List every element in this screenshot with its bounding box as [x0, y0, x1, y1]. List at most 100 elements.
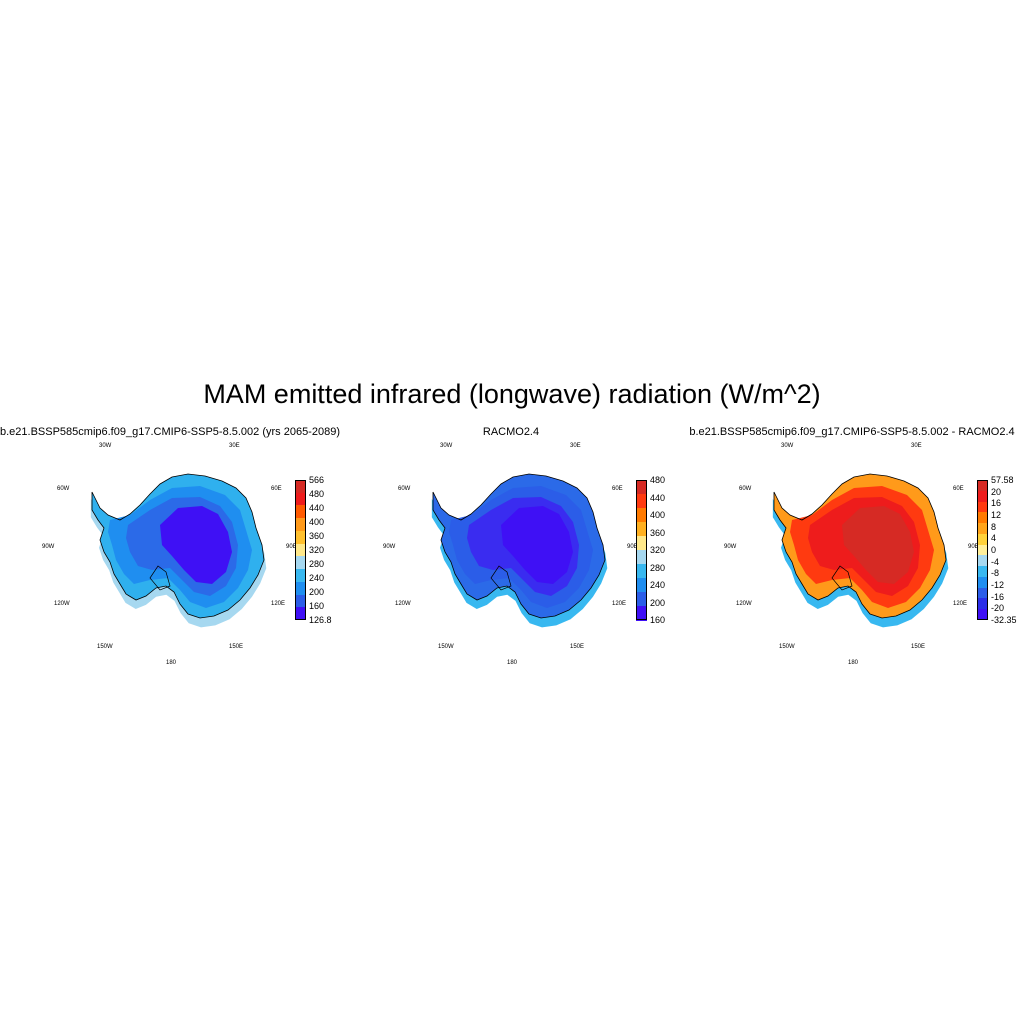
panel-title: b.e21.BSSP585cmip6.f09_g17.CMIP6-SSP5-8.… — [0, 426, 340, 438]
core-zone — [160, 506, 232, 584]
ice-shelf-outline — [490, 565, 512, 591]
colorbar-label: 12 — [991, 510, 1002, 520]
colorbar-swatch — [977, 609, 988, 621]
colorbar-label: -20 — [991, 603, 1005, 614]
colorbar-label: 280 — [309, 559, 325, 569]
colorbar-label: 360 — [309, 531, 325, 541]
colorbar-swatch — [977, 544, 988, 556]
colorbar-label: 440 — [650, 492, 666, 503]
map-panel-model: b.e21.BSSP585cmip6.f09_g17.CMIP6-SSP5-8.… — [0, 420, 340, 680]
colorbar-label: 160 — [650, 615, 666, 625]
colorbar-swatch — [636, 606, 647, 621]
colorbar-swatch — [295, 569, 306, 583]
ice-shelf-outline — [149, 565, 171, 591]
lon-label-e120: 120E — [953, 601, 968, 607]
lon-label-e30: 30E — [229, 443, 240, 449]
colorbar-swatch — [636, 578, 647, 593]
colorbar-label: 400 — [650, 510, 666, 520]
colorbar-label: 240 — [650, 580, 666, 590]
lon-label-w60: 60W — [739, 486, 752, 492]
lon-label-w150: 150W — [779, 644, 795, 650]
colorbar-swatch — [977, 490, 988, 503]
colorbar-swatch — [977, 523, 988, 535]
colorbar-swatch — [636, 522, 647, 537]
panel-title: RACMO2.4 — [482, 426, 540, 438]
lon-label-e150: 150E — [229, 644, 244, 650]
colorbar-swatch — [636, 536, 647, 551]
lon-label-e120: 120E — [271, 601, 286, 607]
figure-title: MAM emitted infrared (longwave) radiatio… — [203, 379, 821, 409]
colorbar-label: 200 — [309, 587, 325, 597]
lon-label-e60: 60E — [271, 486, 282, 492]
colorbar-swatch — [636, 494, 647, 509]
lon-label-w30: 30W — [781, 443, 794, 449]
colorbar-swatch — [977, 501, 988, 513]
colorbar-swatch — [636, 508, 647, 523]
colorbar-swatch — [977, 480, 988, 492]
lon-label-w90: 90W — [724, 544, 737, 550]
lon-label-e120: 120E — [612, 601, 627, 607]
map-panel-difference: b.e21.BSSP585cmip6.f09_g17.CMIP6-SSP5-8.… — [682, 420, 1022, 680]
lon-label-w120: 120W — [395, 601, 411, 607]
colorbar-swatch — [636, 480, 647, 495]
colorbar-swatch — [295, 505, 306, 519]
lon-label-e90: 90E — [286, 544, 297, 550]
colorbar-label: 320 — [650, 545, 666, 555]
colorbar-label: 480 — [309, 489, 325, 499]
colorbar-label: 200 — [650, 597, 666, 608]
colorbar-label: -8 — [991, 568, 1000, 579]
colorbar-swatch — [295, 518, 306, 532]
colorbar-frame — [636, 480, 647, 620]
lon-label-e150: 150E — [911, 644, 926, 650]
coastline — [432, 473, 606, 619]
colorbar-frame — [295, 480, 306, 620]
colorbar-label: -12 — [991, 580, 1005, 590]
lon-label-w30: 30W — [440, 443, 453, 449]
lon-label-e150: 150E — [570, 644, 585, 650]
colorbar-swatch — [977, 555, 988, 567]
lon-label-e60: 60E — [953, 486, 964, 492]
colorbar-swatch — [977, 566, 988, 578]
colorbar-label: 400 — [309, 517, 325, 527]
colorbar-swatch — [977, 533, 988, 546]
lon-label-e90: 90E — [627, 544, 638, 550]
colorbar-swatch — [295, 581, 306, 596]
lon-label-w120: 120W — [54, 601, 70, 607]
lon-label-s180: 180 — [166, 660, 177, 666]
lon-label-w60: 60W — [57, 486, 70, 492]
colorbar-frame — [977, 480, 988, 620]
colorbar-label: 20 — [991, 486, 1002, 497]
colorbar-label: 240 — [309, 573, 325, 583]
lon-label-w60: 60W — [398, 486, 411, 492]
ice-shelf-outline — [831, 565, 853, 591]
antarctica-map — [90, 473, 267, 628]
colorbar-label: 0 — [991, 545, 997, 555]
colorbar-swatch — [295, 607, 306, 621]
colorbar-label: 280 — [650, 562, 666, 573]
colorbar-label: -16 — [991, 591, 1005, 602]
colorbar-label: 360 — [650, 527, 666, 538]
core-zone — [842, 506, 914, 584]
lon-label-e60: 60E — [612, 486, 623, 492]
colorbar-swatch — [295, 543, 306, 557]
map-panel-racmo: RACMO2.4 30W 30E 60W 60E 90W 90E 120W 120E 150W 15… — [341, 420, 681, 680]
colorbar-label: 480 — [650, 475, 666, 485]
colorbar-label: 320 — [309, 545, 325, 555]
colorbar-swatch — [977, 587, 988, 599]
antarctica-map — [772, 473, 949, 628]
colorbar-swatch — [977, 598, 988, 610]
colorbar-label: 8 — [991, 521, 997, 532]
colorbar-label: 16 — [991, 498, 1002, 509]
lon-label-w150: 150W — [97, 644, 113, 650]
colorbar-swatch — [295, 594, 306, 608]
colorbar-label: -4 — [991, 556, 1000, 567]
colorbar-swatch — [977, 512, 988, 524]
colorbar-label: 440 — [309, 503, 325, 513]
lon-label-w90: 90W — [383, 544, 396, 550]
colorbar-label: 566 — [309, 475, 325, 485]
lon-label-w90: 90W — [42, 544, 55, 550]
colorbar-label: 126.8 — [309, 615, 332, 625]
panel-title: b.e21.BSSP585cmip6.f09_g17.CMIP6-SSP5-8.… — [689, 426, 1015, 438]
lon-label-e30: 30E — [911, 443, 922, 449]
colorbar-swatch — [636, 564, 647, 579]
